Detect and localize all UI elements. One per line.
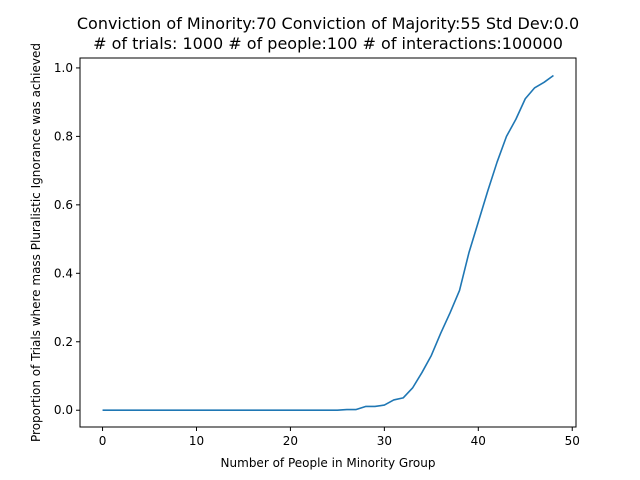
x-tick-label: 10 <box>189 434 204 448</box>
chart-title-line-2: # of trials: 1000 # of people:100 # of i… <box>93 34 563 53</box>
x-tick-label: 30 <box>377 434 392 448</box>
x-tick-label: 0 <box>99 434 107 448</box>
y-axis-ticks: 0.0 0.2 0.4 0.6 0.8 1.0 <box>54 61 80 417</box>
axes-frame <box>79 57 577 428</box>
series-line-0 <box>102 74 554 412</box>
x-tick-label: 20 <box>283 434 298 448</box>
y-tick-label: 0.8 <box>54 129 73 143</box>
y-tick-label: 0.4 <box>54 266 73 280</box>
chart-title-line-1: Conviction of Minority:70 Conviction of … <box>77 14 579 33</box>
y-tick-label: 1.0 <box>54 61 73 75</box>
y-axis-label: Proportion of Trials where mass Pluralis… <box>29 43 43 442</box>
x-tick-label: 50 <box>565 434 580 448</box>
plot-area <box>102 74 554 412</box>
x-axis-ticks: 0 10 20 30 40 50 <box>99 427 580 448</box>
y-tick-label: 0.0 <box>54 403 73 417</box>
y-tick-label: 0.2 <box>54 335 73 349</box>
x-axis-label: Number of People in Minority Group <box>221 456 436 470</box>
y-tick-label: 0.6 <box>54 198 73 212</box>
x-tick-label: 40 <box>471 434 486 448</box>
